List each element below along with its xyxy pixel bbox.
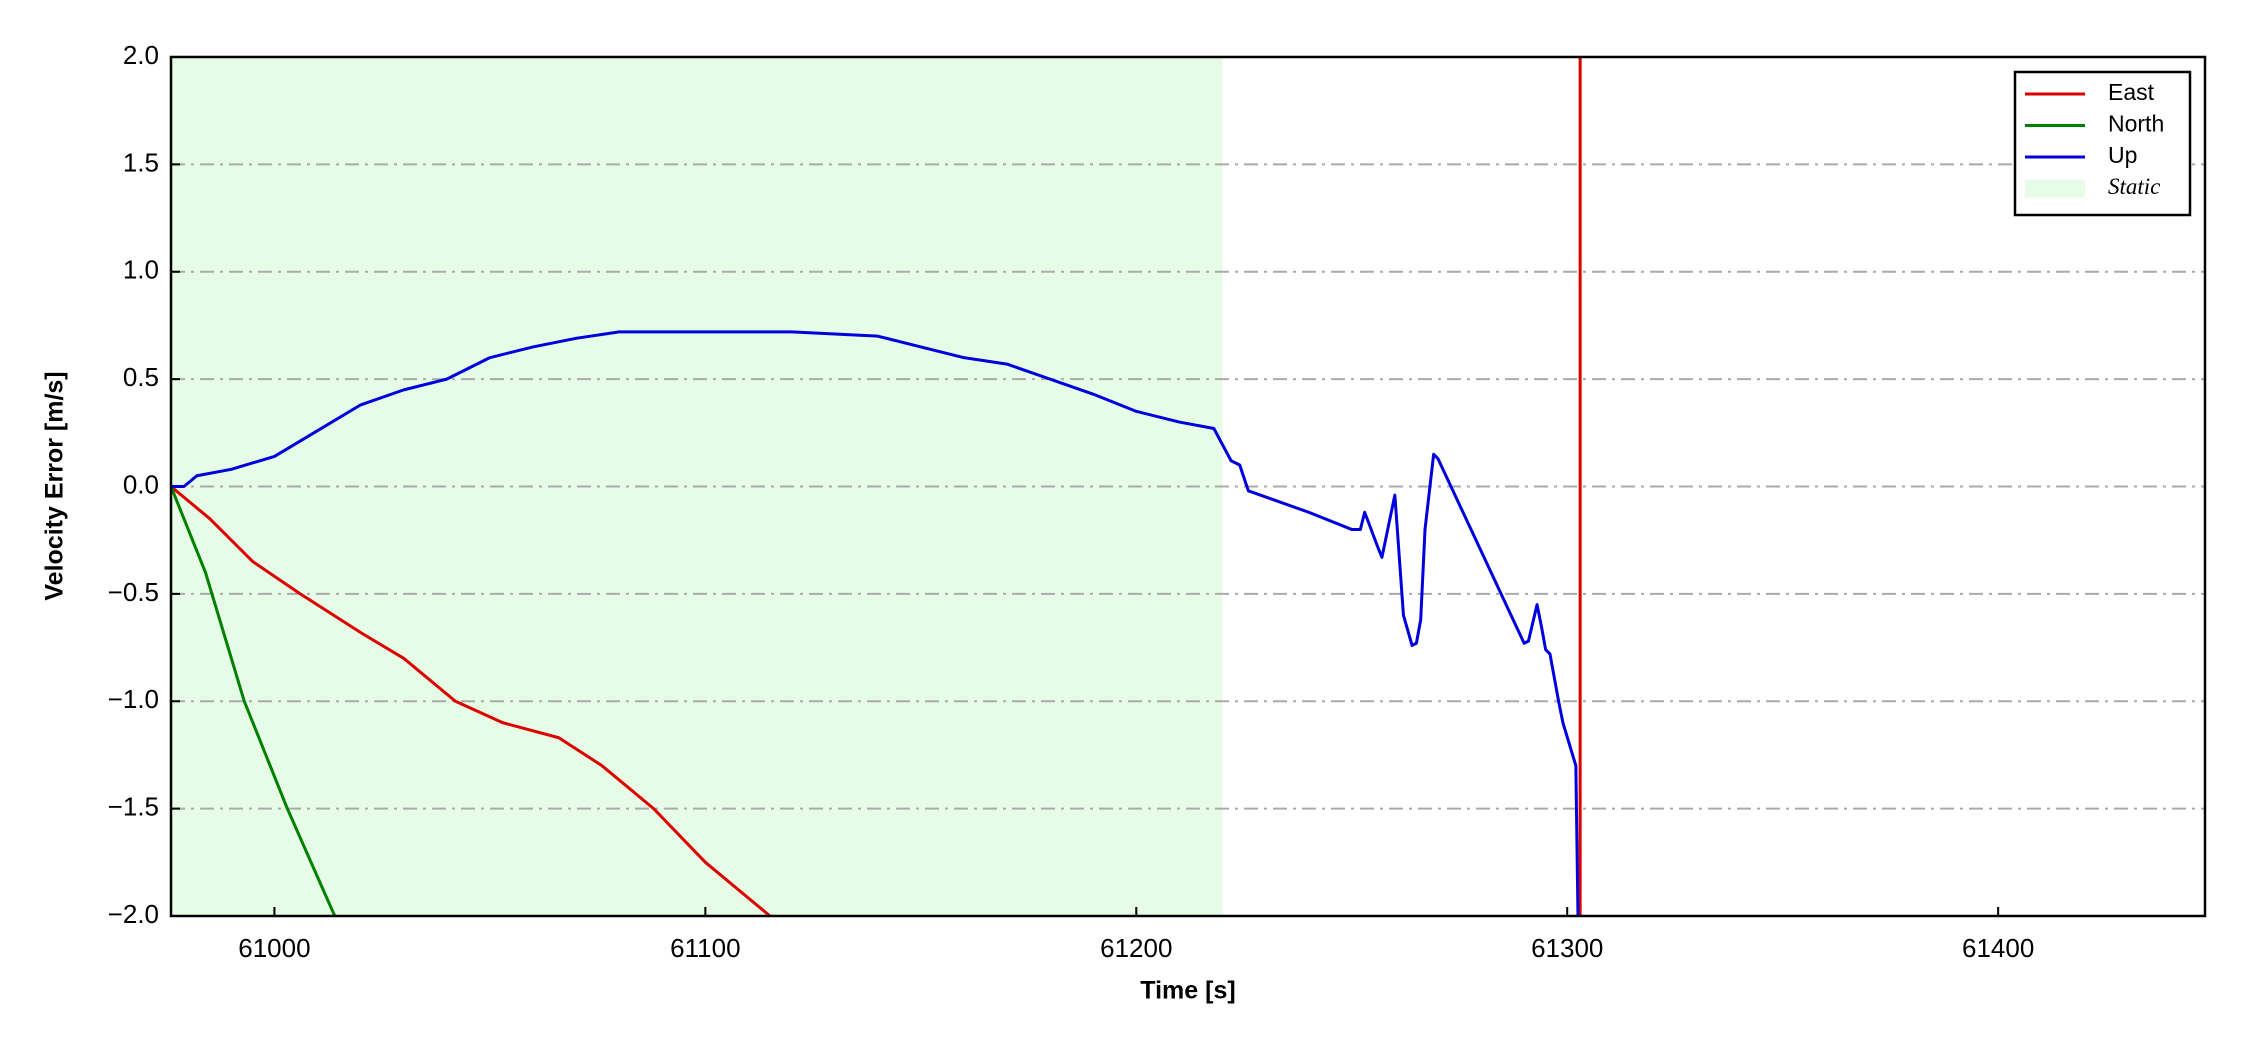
y-tick-label: 0.5 [123,362,159,392]
y-tick-label: 2.0 [123,40,159,70]
y-tick-label: 1.5 [123,147,159,177]
legend-label: East [2108,79,2155,105]
legend-patch [2025,179,2085,198]
legend-label: Up [2108,142,2137,168]
data-line [171,57,1582,916]
data-line [171,330,1580,916]
x-tick-label: 61100 [670,933,740,963]
data-line [171,485,337,916]
y-tick-label: 1.0 [123,255,159,285]
y-axis-label: Velocity Error [m/s] [41,371,69,600]
x-axis-label: Time [s] [1140,977,1235,1005]
y-tick-label: 0.0 [123,469,159,499]
x-tick-label: 61300 [1531,933,1603,963]
x-tick-label: 61000 [238,933,310,963]
y-tick-label: −1.5 [108,792,159,822]
y-tick-label: −0.5 [108,577,159,607]
x-tick-label: 61400 [1962,933,2034,963]
plot-frame [169,55,2207,918]
legend-label: North [2108,111,2164,137]
plot-lines [171,57,1582,916]
legend-label: Static [2108,174,2160,199]
x-tick-label: 61200 [1100,933,1172,963]
y-tick-label: −2.0 [108,899,159,929]
y-tick-label: −1.0 [108,684,159,714]
